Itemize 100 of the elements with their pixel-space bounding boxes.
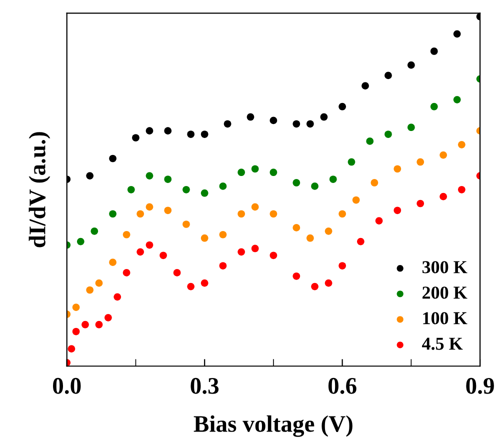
point [324, 228, 332, 235]
point [440, 192, 447, 200]
point [311, 282, 318, 290]
point [384, 130, 392, 138]
point [200, 189, 208, 197]
point [366, 138, 374, 145]
point [453, 96, 461, 104]
point [338, 262, 346, 270]
point [357, 238, 364, 246]
point [200, 130, 208, 138]
point [136, 248, 144, 256]
point [164, 206, 172, 214]
point [182, 186, 190, 194]
point [146, 127, 154, 134]
point [384, 72, 392, 80]
point [122, 269, 130, 276]
point [430, 102, 438, 110]
point [95, 279, 103, 287]
point [292, 120, 300, 128]
point [109, 154, 116, 162]
x-tick-label: 0.9 [466, 378, 494, 394]
point [338, 102, 346, 110]
point [320, 113, 328, 121]
point [338, 210, 346, 218]
point [292, 224, 300, 232]
y-axis-title: dI/dV (a.u.) [28, 132, 50, 248]
point [173, 269, 181, 276]
point [72, 328, 80, 336]
point [68, 345, 76, 352]
point [270, 168, 278, 176]
point [416, 200, 424, 208]
point [348, 158, 356, 166]
point [270, 252, 278, 260]
point [270, 116, 278, 124]
point [311, 182, 318, 190]
point [95, 320, 103, 328]
point [146, 241, 154, 249]
x-tick-label: 0.0 [53, 378, 81, 394]
point [324, 279, 332, 287]
point [329, 176, 337, 183]
point [72, 304, 80, 311]
point [219, 230, 227, 238]
point [453, 30, 461, 38]
point [164, 127, 172, 134]
point [270, 210, 278, 218]
point [187, 130, 194, 138]
point [375, 217, 383, 224]
point [362, 82, 369, 90]
point [146, 172, 154, 180]
point [458, 186, 466, 194]
point [238, 210, 245, 218]
point [182, 220, 190, 228]
point [219, 262, 227, 270]
legend-label: 4.5 K [422, 338, 463, 350]
point [146, 203, 154, 211]
point [238, 248, 245, 256]
legend-label: 300 K [422, 261, 468, 274]
point [306, 234, 314, 242]
x-tick-label: 0.6 [328, 378, 356, 394]
point [76, 238, 84, 246]
point [109, 258, 116, 266]
point [251, 203, 259, 211]
point [90, 228, 98, 235]
point [370, 179, 378, 186]
point [127, 186, 135, 194]
point [458, 140, 466, 148]
point [246, 113, 254, 121]
legend-label: 200 K [422, 286, 468, 299]
point [86, 286, 94, 294]
point [292, 272, 300, 280]
point [238, 168, 245, 176]
x-axis-title: Bias voltage (V) [194, 415, 352, 437]
point [394, 165, 402, 173]
point [187, 282, 194, 290]
point [394, 206, 402, 214]
point [306, 120, 314, 128]
point [440, 151, 447, 159]
point [416, 158, 424, 166]
point [408, 124, 415, 132]
point [164, 176, 172, 183]
legend-label: 100 K [423, 312, 468, 324]
point [86, 172, 94, 180]
point [160, 252, 167, 260]
point [251, 165, 259, 173]
point [132, 134, 140, 142]
point [251, 244, 259, 252]
point [109, 210, 116, 218]
point [292, 179, 300, 186]
point [104, 314, 112, 322]
point [200, 234, 208, 242]
point [352, 196, 360, 204]
x-tick-label: 0.3 [190, 378, 219, 394]
point [200, 279, 208, 287]
point [136, 210, 144, 218]
point [430, 48, 438, 55]
point [224, 120, 232, 128]
point [82, 320, 89, 328]
point [122, 230, 130, 238]
point [114, 293, 122, 301]
point [219, 182, 227, 190]
